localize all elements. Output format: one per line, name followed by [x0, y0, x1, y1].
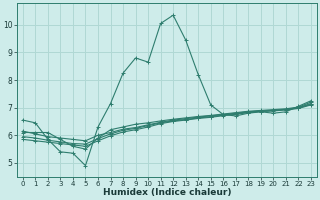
X-axis label: Humidex (Indice chaleur): Humidex (Indice chaleur) [103, 188, 231, 197]
